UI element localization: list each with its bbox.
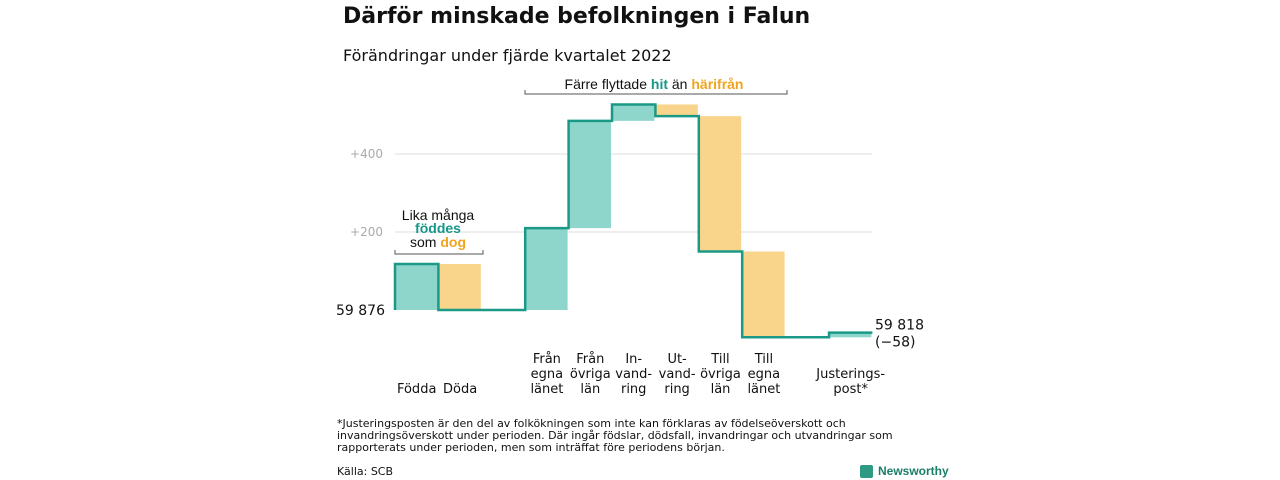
births-annotation-line1: Lika många xyxy=(402,207,475,223)
x-category-label: Ut- xyxy=(667,352,687,367)
chart-title: Därför minskade befolkningen i Falun xyxy=(343,4,811,29)
x-category-label: övriga xyxy=(570,367,611,382)
x-category-label: In- xyxy=(625,352,642,367)
waterfall-bar xyxy=(439,263,481,310)
waterfall-bar xyxy=(526,228,568,310)
y-tick-label: +200 xyxy=(350,225,383,239)
x-category-label: Till xyxy=(754,352,773,367)
migration-middle: än xyxy=(668,76,691,92)
migration-bracket xyxy=(524,90,788,95)
waterfall-bar xyxy=(396,263,438,310)
x-category-label: Från xyxy=(533,352,561,367)
x-category-label: vand- xyxy=(659,367,696,382)
migration-harifran: härifrån xyxy=(691,76,743,92)
died-word: dog xyxy=(440,234,466,250)
waterfall-bar xyxy=(569,120,611,229)
died-prefix: som xyxy=(410,234,440,250)
waterfall-bar xyxy=(613,104,655,121)
waterfall-bar xyxy=(830,332,872,338)
x-category-label: ring xyxy=(621,382,646,397)
y-tick-label: +400 xyxy=(350,147,383,161)
x-category-label: vand- xyxy=(615,367,652,382)
x-category-label: Till xyxy=(710,352,729,367)
births-bracket xyxy=(394,250,484,255)
x-category-label: egna xyxy=(748,367,780,382)
x-category-label: länet xyxy=(530,382,563,397)
chart-subtitle: Förändringar under fjärde kvartalet 2022 xyxy=(343,46,672,65)
x-category-label: post* xyxy=(833,382,868,397)
x-category-label: län xyxy=(580,382,600,397)
x-category-label: övriga xyxy=(700,367,741,382)
x-category-label: Döda xyxy=(443,382,477,397)
x-category-label: Födda xyxy=(397,382,436,397)
newsworthy-logo: Newsworthy xyxy=(860,464,949,478)
waterfall-bar xyxy=(656,104,698,117)
x-category-label: län xyxy=(711,382,731,397)
births-annotation-died: som dog xyxy=(410,234,466,250)
start-value-label: 59 876 xyxy=(336,303,385,319)
waterfall-bar xyxy=(699,116,742,252)
x-category-label: ring xyxy=(664,382,689,397)
waterfall-bar xyxy=(743,251,785,338)
x-category-label: Justerings- xyxy=(815,367,885,382)
x-category-label: egna xyxy=(531,367,563,382)
source-label: Källa: SCB xyxy=(337,465,394,478)
end-change-label: (−58) xyxy=(875,335,915,351)
end-value-label: 59 818 xyxy=(875,318,924,334)
cumulative-line xyxy=(393,103,873,339)
x-category-label: länet xyxy=(747,382,780,397)
migration-hit: hit xyxy=(651,76,668,92)
x-category-label: Från xyxy=(576,352,604,367)
migration-annotation: Färre flyttade hit än härifrån xyxy=(565,76,744,92)
footnote: *Justeringsposten är den del av folkökni… xyxy=(337,417,893,454)
births-annotation-born: föddes xyxy=(415,220,461,236)
migration-prefix: Färre flyttade xyxy=(565,76,651,92)
brand-label: Newsworthy xyxy=(878,464,949,478)
newsworthy-logo-icon xyxy=(860,464,873,478)
